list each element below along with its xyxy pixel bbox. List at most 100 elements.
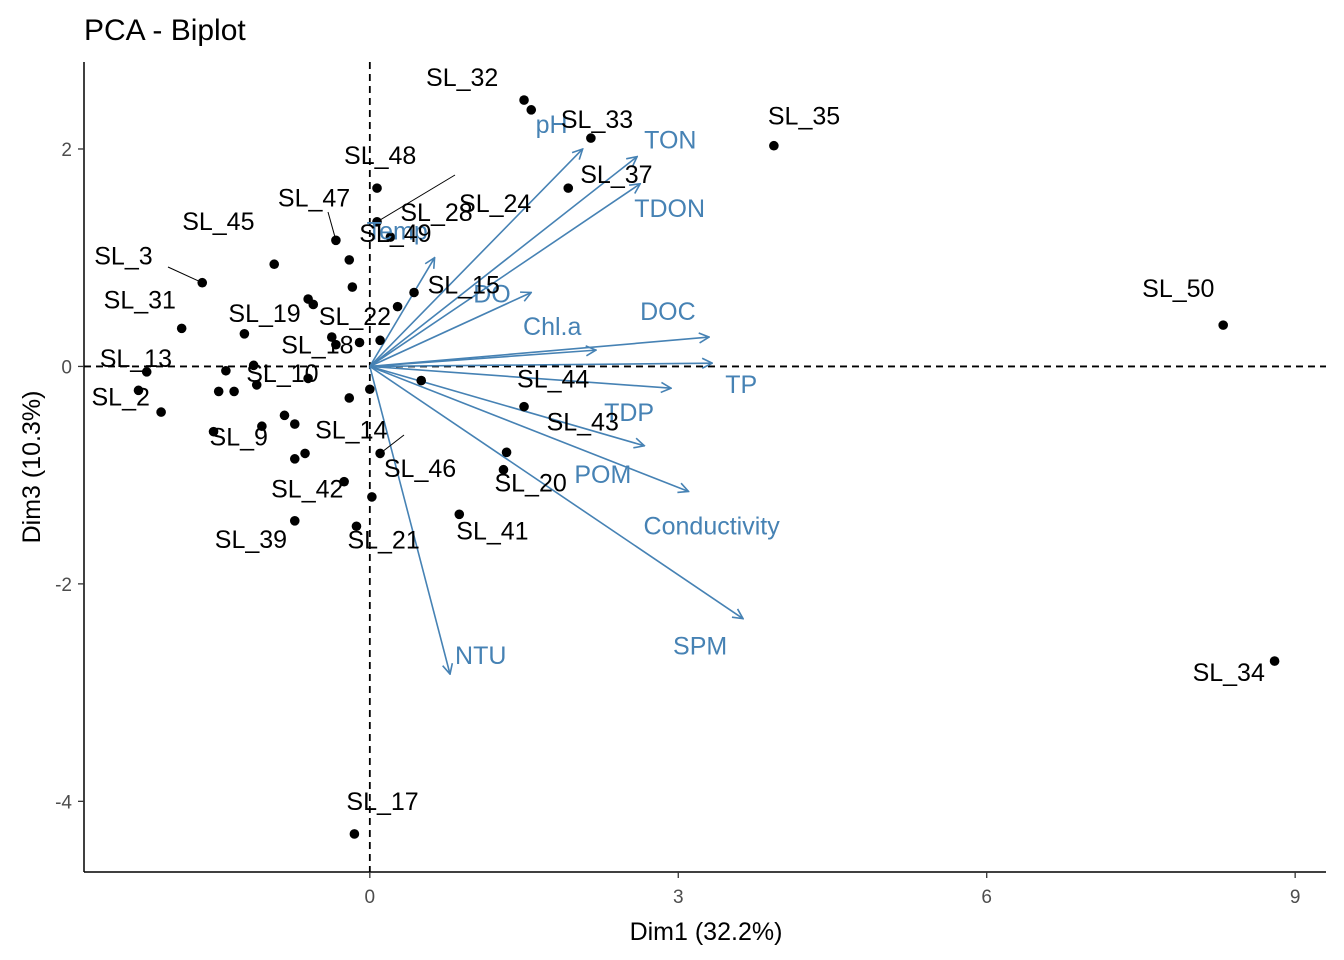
observation-point: [1269, 656, 1280, 666]
variable-arrow: [369, 363, 712, 366]
observation-point: [372, 183, 382, 193]
observation-point: [269, 259, 280, 270]
x-tick-label: 9: [1290, 887, 1301, 908]
variable-arrow: [369, 365, 743, 618]
observation-point: [248, 360, 259, 371]
observation-point: [141, 367, 152, 377]
observation-point: [213, 386, 224, 397]
x-axis-title: Dim1 (32.2%): [630, 918, 783, 946]
observation-label: SL_18: [281, 332, 353, 360]
observation-point: [289, 516, 300, 526]
variable-arrow: [369, 258, 435, 367]
observation-label: SL_35: [768, 103, 840, 131]
observation-label: SL_46: [384, 455, 456, 483]
y-axis-title: Dim3 (10.3%): [18, 391, 46, 544]
observation-point: [526, 105, 537, 115]
observation-point: [289, 419, 300, 429]
observation-point: [133, 385, 144, 396]
variable-label: POM: [574, 461, 631, 489]
observation-label: SL_43: [547, 408, 619, 436]
observation-point: [349, 829, 360, 839]
observation-point: [347, 282, 358, 292]
variable-label: NTU: [455, 642, 506, 670]
x-tick-label: 0: [365, 887, 376, 908]
observation-label: SL_33: [561, 106, 633, 134]
observation-label: SL_39: [215, 526, 287, 554]
observation-label: SL_2: [91, 383, 149, 411]
observation-point: [354, 337, 365, 348]
observation-point: [239, 329, 250, 339]
observation-label: SL_21: [347, 526, 419, 554]
variable-arrow: [369, 149, 583, 367]
observation-point: [519, 95, 529, 105]
observation-label: SL_14: [315, 416, 387, 444]
label-leader-line: [327, 211, 337, 241]
observation-label: SL_28: [400, 199, 472, 227]
observation-point: [409, 287, 419, 298]
observation-label: SL_34: [1193, 659, 1265, 687]
observation-label: SL_47: [278, 184, 350, 212]
variable-label: TDON: [634, 195, 705, 223]
observation-point: [308, 299, 319, 310]
observation-label: SL_24: [459, 190, 531, 218]
variable-label: Chl.a: [523, 313, 581, 341]
variable-arrow: [369, 184, 640, 368]
variable-arrow: [369, 365, 671, 388]
variable-arrow: [369, 292, 531, 368]
observation-point: [344, 255, 355, 265]
observation-point: [156, 407, 166, 417]
observation-label: SL_13: [100, 345, 172, 373]
observation-label: SL_49: [359, 220, 431, 248]
observation-point: [385, 232, 396, 242]
variable-arrow: [369, 365, 689, 491]
observation-label: SL_44: [517, 366, 589, 394]
observation-point: [229, 386, 239, 397]
label-leader-line: [379, 434, 405, 454]
observation-point: [351, 521, 362, 532]
observation-point: [339, 476, 349, 487]
observation-label: SL_31: [104, 286, 176, 314]
observation-point: [176, 323, 187, 334]
observation-label: SL_3: [94, 243, 152, 271]
y-tick-label: -4: [55, 792, 72, 813]
observation-point: [501, 447, 512, 458]
x-tick-label: 3: [673, 887, 684, 908]
observation-point: [1218, 320, 1228, 330]
y-tick-label: -2: [55, 575, 72, 596]
variable-label: DOC: [640, 298, 696, 326]
observation-point: [344, 393, 355, 403]
observation-point: [392, 301, 403, 312]
observation-point: [251, 380, 262, 390]
observation-label: SL_50: [1142, 275, 1214, 303]
observation-point: [257, 421, 267, 432]
observation-point: [416, 375, 427, 386]
observation-label: SL_32: [426, 64, 498, 92]
observation-point: [221, 365, 231, 376]
observation-label: SL_20: [494, 470, 566, 498]
variable-label: TP: [725, 371, 757, 399]
observation-point: [208, 426, 219, 437]
observation-label: SL_41: [456, 517, 528, 545]
observation-label: SL_17: [346, 788, 418, 816]
variable-label: SPM: [673, 633, 727, 661]
label-leader-line: [167, 266, 203, 284]
variable-arrow: [369, 365, 645, 445]
observation-label: SL_9: [210, 424, 268, 452]
observation-point: [586, 133, 596, 143]
y-tick-label: 2: [61, 140, 72, 161]
observation-point: [279, 410, 290, 421]
variable-label: pH: [536, 111, 568, 139]
variable-arrow: [369, 337, 709, 368]
variable-label: TON: [644, 127, 696, 155]
variable-label: Conductivity: [644, 512, 781, 540]
observation-point: [331, 339, 341, 350]
observation-point: [454, 509, 465, 520]
observation-label: SL_48: [344, 142, 416, 170]
observation-point: [300, 448, 310, 459]
observation-point: [769, 140, 779, 151]
observation-label: SL_19: [228, 300, 300, 328]
variable-label: DO: [473, 280, 511, 308]
y-tick-label: 0: [61, 357, 72, 378]
